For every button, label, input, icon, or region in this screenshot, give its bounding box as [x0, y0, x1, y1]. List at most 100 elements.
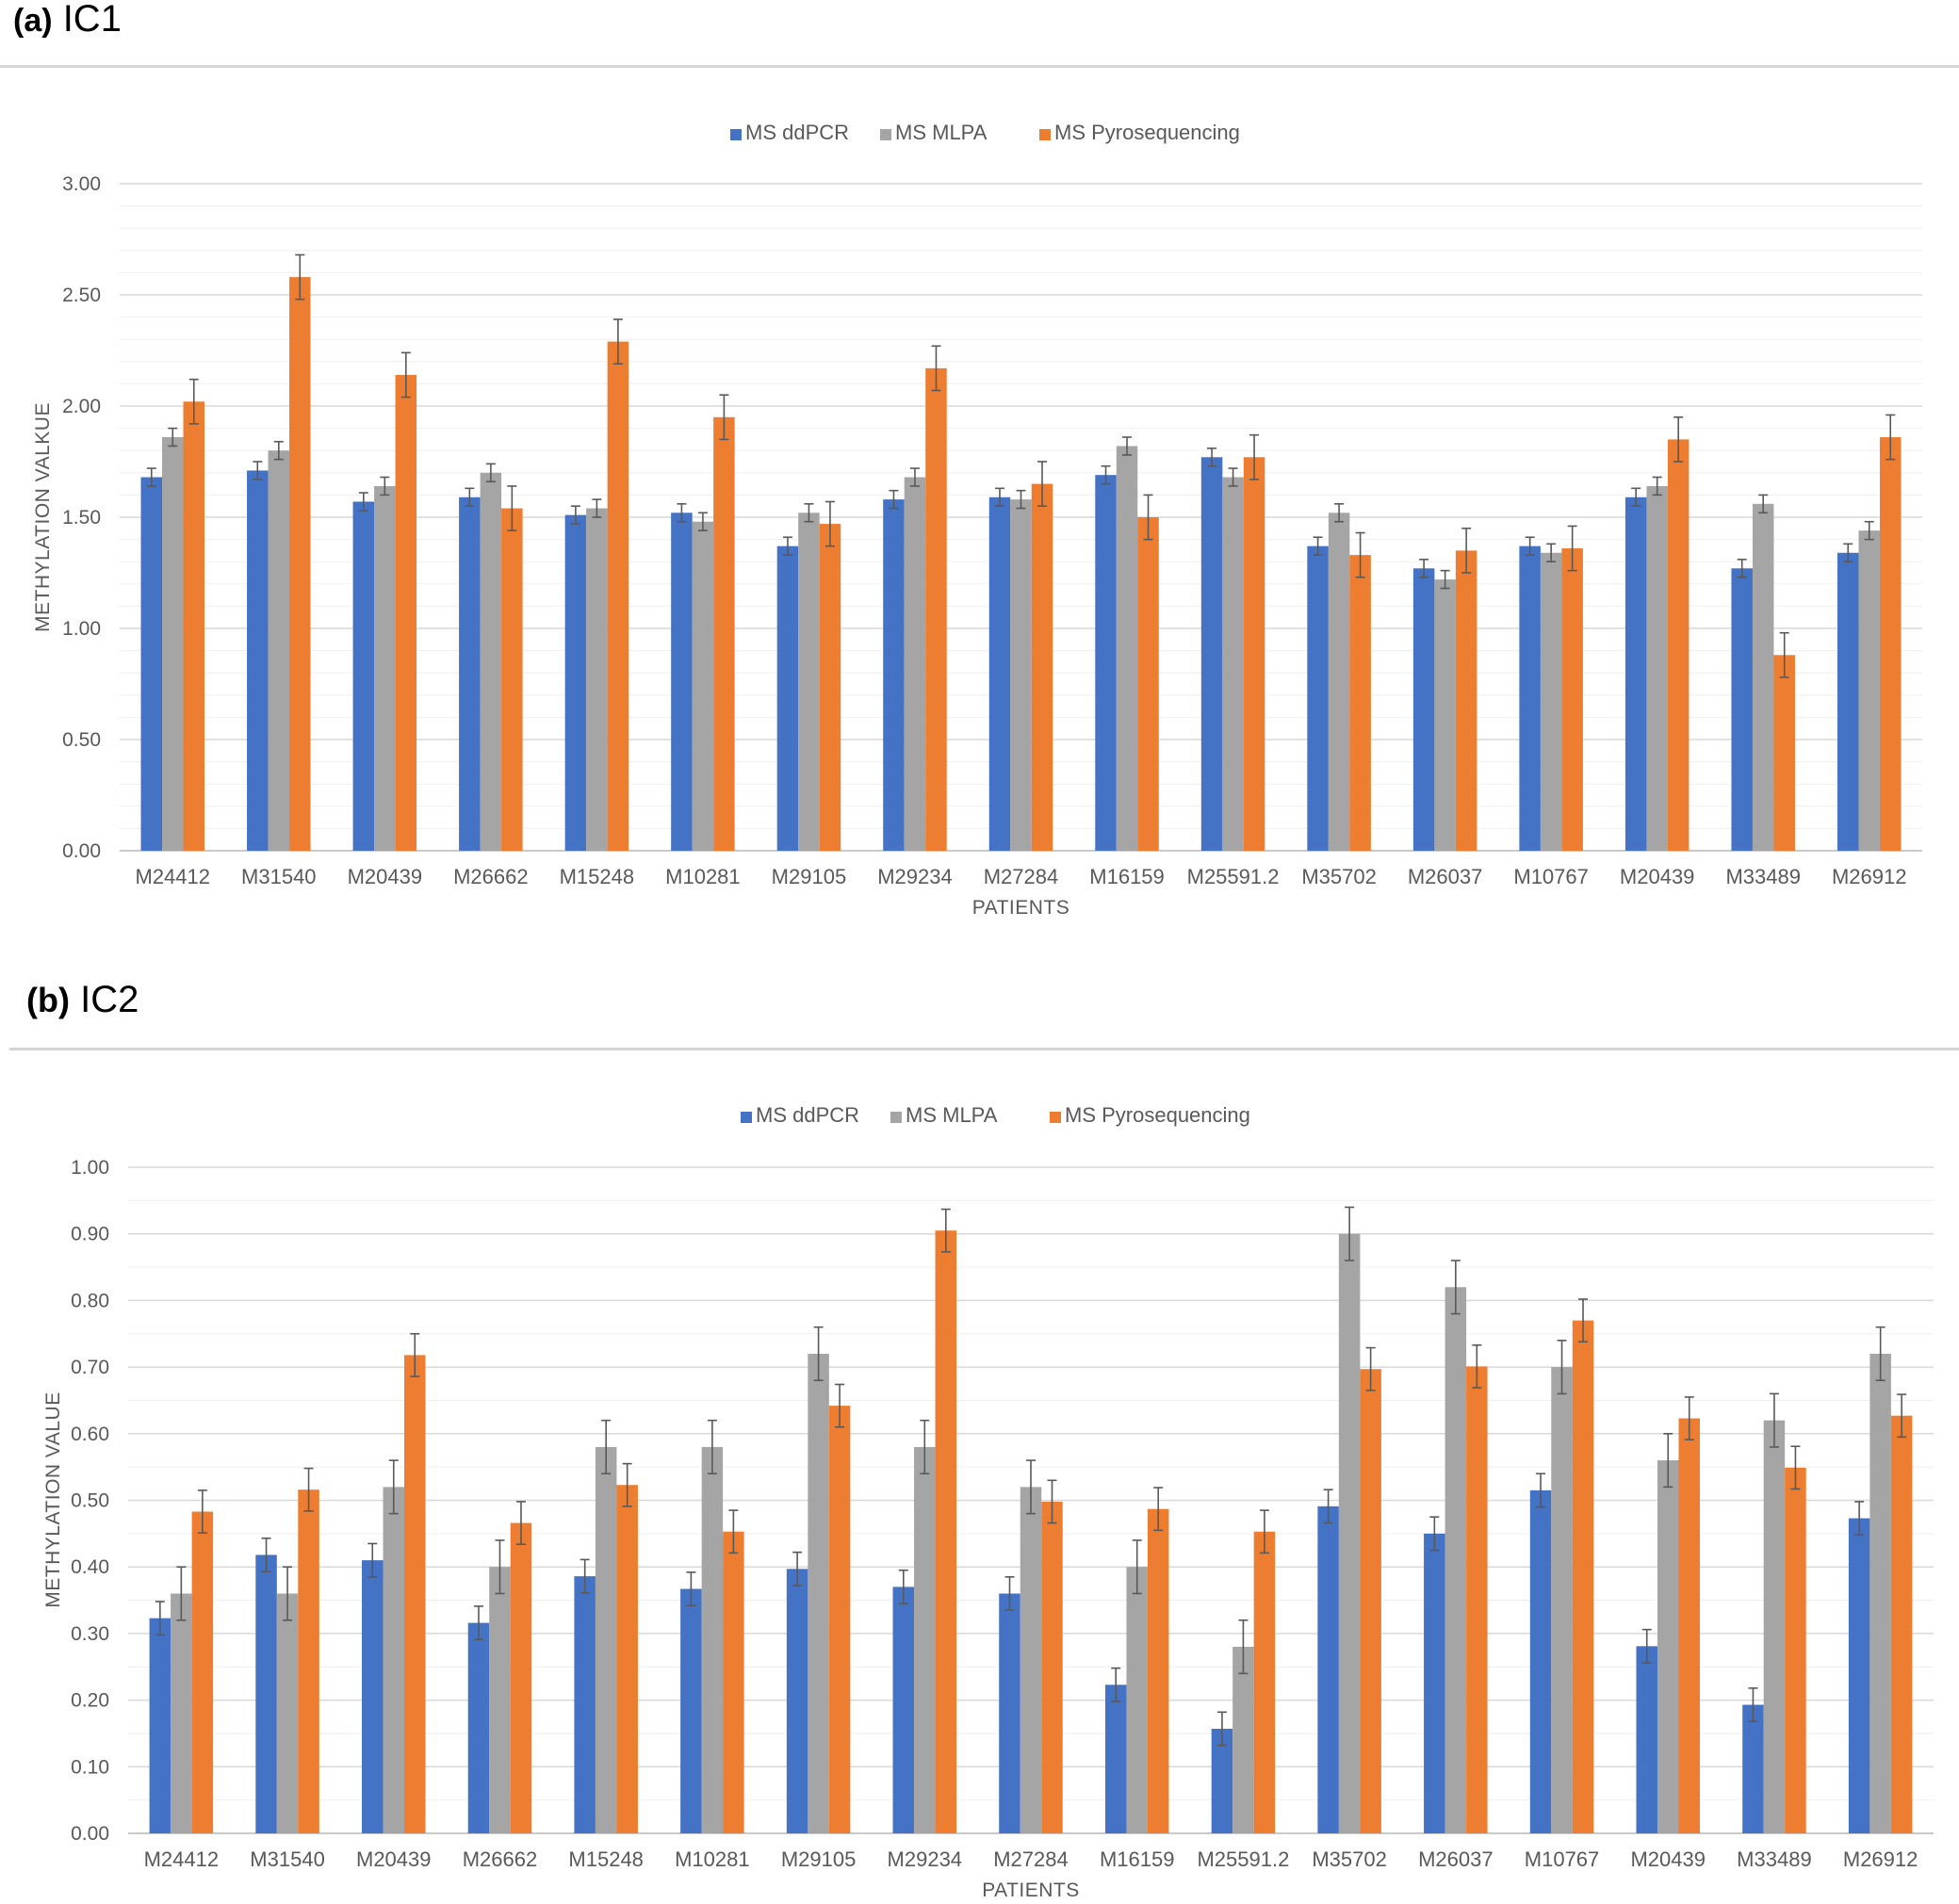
error-bar: [1536, 1473, 1546, 1508]
error-bar: [473, 1605, 483, 1641]
bar-ms-ddpcr: [574, 1576, 596, 1833]
error-bar: [1345, 1206, 1355, 1261]
error-bar: [1004, 1576, 1015, 1611]
bar-ms-mlpa: [1646, 485, 1668, 851]
error-bar: [261, 1537, 271, 1572]
x-category-label: M25591.2: [1187, 865, 1280, 888]
y-tick-label: 0.00: [71, 1823, 109, 1845]
bar-ms-mlpa: [1869, 1353, 1891, 1833]
legend-label: MS Pyrosequencing: [1054, 121, 1240, 144]
bar-ms-mlpa: [1763, 1420, 1786, 1833]
error-bar: [295, 253, 305, 301]
bar-ms-pyrosequencing: [819, 524, 841, 851]
x-category-label: M25591.2: [1197, 1847, 1289, 1871]
legend-item-ms-pyrosequencing: MS Pyrosequencing: [1050, 1103, 1250, 1127]
error-bar: [1313, 536, 1323, 556]
error-bar: [1779, 631, 1789, 678]
error-bar: [622, 1462, 632, 1507]
bar-ms-ddpcr: [1742, 1704, 1764, 1833]
error-bar: [283, 1566, 293, 1621]
error-bar: [1365, 1346, 1376, 1391]
bar-ms-pyrosequencing: [828, 1406, 851, 1833]
bar-ms-pyrosequencing: [1243, 457, 1265, 851]
bar-ms-pyrosequencing: [1147, 1508, 1169, 1833]
x-category-label: M26037: [1408, 865, 1483, 888]
legend-swatch: [880, 129, 891, 140]
bar-ms-ddpcr: [352, 501, 375, 851]
error-bar: [1419, 559, 1429, 578]
error-bar: [188, 378, 199, 425]
bar-ms-mlpa: [692, 521, 714, 851]
bar-ms-ddpcr: [1424, 1533, 1445, 1833]
bar-ms-mlpa: [1434, 579, 1456, 851]
bar-ms-ddpcr: [149, 1618, 171, 1833]
y-tick-label: 0.70: [71, 1357, 109, 1378]
y-tick-label: 3.00: [62, 173, 101, 195]
legend-item-ms-mlpa: MS MLPA: [880, 121, 988, 144]
bar-ms-pyrosequencing: [1667, 439, 1690, 851]
error-bar: [1355, 531, 1365, 578]
error-bar: [1886, 414, 1896, 461]
x-category-label: M10767: [1525, 1847, 1600, 1871]
bar-ms-pyrosequencing: [1349, 555, 1371, 851]
error-bar: [367, 1542, 378, 1578]
x-category-label: M35702: [1312, 1847, 1387, 1871]
error-bar: [782, 536, 792, 556]
x-category-label: M35702: [1301, 865, 1377, 888]
legend-swatch: [730, 129, 742, 140]
error-bar: [515, 1501, 526, 1545]
bar-ms-mlpa: [798, 513, 820, 851]
panel-b-letter: (b): [26, 981, 70, 1019]
bar-ms-pyrosequencing: [1137, 517, 1159, 851]
bar-ms-pyrosequencing: [713, 416, 735, 851]
error-bar: [592, 498, 602, 518]
bar-ms-pyrosequencing: [1455, 550, 1477, 851]
panel-a-name: IC1: [62, 0, 122, 40]
legend-swatch: [1039, 129, 1051, 140]
error-bar: [995, 487, 1004, 508]
error-bar: [677, 503, 687, 523]
bar-ms-ddpcr: [459, 496, 481, 851]
bar-ms-pyrosequencing: [1466, 1366, 1488, 1833]
x-category-label: M27284: [993, 1847, 1069, 1871]
error-bar: [1875, 1326, 1886, 1382]
bar-ms-pyrosequencing: [298, 1489, 319, 1833]
error-bar: [495, 1539, 505, 1595]
legend-swatch: [890, 1112, 902, 1123]
error-bar: [1111, 1667, 1121, 1702]
bar-ms-pyrosequencing: [1785, 1467, 1806, 1833]
bar-ms-mlpa: [808, 1353, 829, 1833]
bar-ms-mlpa: [1328, 513, 1350, 851]
error-bar: [1843, 543, 1853, 563]
error-bar: [1525, 536, 1535, 556]
error-bar: [1673, 415, 1684, 463]
error-bar: [920, 1419, 930, 1475]
chart-ic1: 0.00 0.50 1.00 1.50 2.00 2.50 3.00 M24412 M31540…: [32, 121, 1922, 919]
error-bar: [1334, 503, 1345, 523]
error-bar: [1737, 559, 1747, 578]
bar-ms-mlpa: [276, 1593, 299, 1833]
bar-ms-ddpcr: [680, 1588, 702, 1833]
legend-item-ms-ddpcr: MS ddPCR: [741, 1103, 859, 1127]
error-bar: [1122, 436, 1133, 456]
y-tick-label: 0.90: [71, 1224, 109, 1245]
x-category-label: M10281: [665, 865, 741, 888]
x-category-label: M10281: [675, 1847, 750, 1871]
error-bar: [835, 1383, 845, 1428]
y-tick-label: 0.80: [71, 1290, 109, 1311]
error-bar: [1429, 1516, 1440, 1552]
error-bar: [1864, 520, 1874, 541]
x-category-label: M26912: [1843, 1847, 1918, 1871]
panel-a-letter: (a): [13, 3, 53, 39]
y-tick-label: 0.20: [71, 1690, 109, 1712]
bar-ms-ddpcr: [467, 1622, 490, 1833]
bar-ms-mlpa: [701, 1446, 724, 1833]
bar-ms-ddpcr: [1837, 552, 1859, 851]
legend-swatch: [1050, 1112, 1061, 1123]
x-category-label: M26912: [1832, 865, 1907, 888]
bar-ms-pyrosequencing: [395, 374, 417, 851]
error-bar: [176, 1566, 187, 1621]
bar-ms-pyrosequencing: [404, 1355, 426, 1833]
bar-ms-pyrosequencing: [1572, 1320, 1594, 1833]
legend-item-ms-mlpa: MS MLPA: [890, 1103, 998, 1127]
